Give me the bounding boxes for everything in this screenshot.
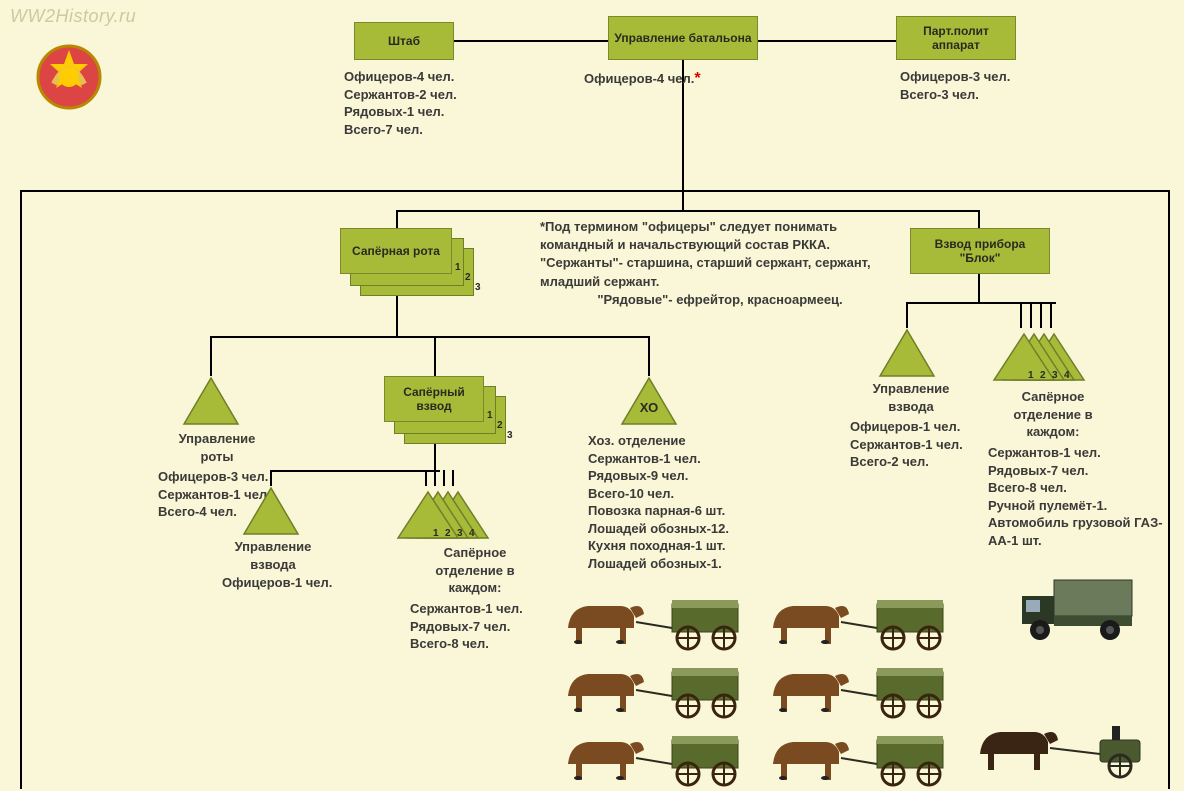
tri-sap-otd-label: Сапёрное отделение в каждом: [420,544,530,597]
node-hq-label: Штаб [388,34,420,48]
tri-uprav-vzvoda-text: Офицеров-1 чел. [222,574,332,592]
tri-uprav-vzvoda-blok-text: Офицеров-1 чел. Сержантов-1 чел. Всего-2… [850,418,963,471]
wagon-icon [560,726,750,791]
node-cmd: Управление батальона [608,16,758,60]
node-blok: Взвод прибора "Блок" [910,228,1050,274]
wagon-icon [560,658,750,723]
tri-sap-otd-blok-text: Сержантов-1 чел. Рядовых-7 чел. Всего-8 … [988,444,1184,549]
truck-icon [1010,572,1140,645]
node-polit-label: Парт.полит аппарат [901,24,1011,52]
node-sapper-rota-label: Сапёрная рота [352,244,440,258]
watermark: WW2History.ru [10,6,136,27]
wagon-icon [765,658,955,723]
wagon-icon [765,590,955,655]
node-polit: Парт.полит аппарат [896,16,1016,60]
wagon-icon [765,726,955,791]
tri-sap-otd-text: Сержантов-1 чел. Рядовых-7 чел. Всего-8 … [410,600,523,653]
node-cmd-label: Управление батальона [614,31,751,45]
node-sapper-rota: Сапёрная рота [340,228,452,274]
wagon-icon [560,590,750,655]
tri-uprav-roty [182,376,240,426]
tri-sap-otd-blok-label: Сапёрное отделение в каждом: [988,388,1118,441]
tri-xo-text: Хоз. отделение Сержантов-1 чел. Рядовых-… [588,432,729,572]
tri-uprav-vzvoda-blok [878,328,936,378]
tri-uprav-vzvoda [242,486,300,536]
hq-people: Офицеров-4 чел. Сержантов-2 чел. Рядовых… [344,68,457,138]
cmd-people: Офицеров-4 чел.* [584,68,701,90]
tri-uprav-vzvoda-label: Управление взвода [218,538,328,573]
polit-people: Офицеров-3 чел. Всего-3 чел. [900,68,1010,103]
tri-uprav-roty-label: Управление роты [172,430,262,465]
node-blok-label: Взвод прибора "Блок" [915,237,1045,265]
kitchen-icon [970,714,1160,783]
node-sapper-vzvod: Сапёрный взвод [384,376,484,422]
node-sapper-vzvod-label: Сапёрный взвод [389,385,479,413]
note: *Под термином "офицеры" следует понимать… [540,218,900,309]
node-hq: Штаб [354,22,454,60]
tri-uprav-vzvoda-blok-label: Управление взвода [856,380,966,415]
tri-xo: ХО [620,376,678,426]
ussr-emblem-icon [36,44,102,113]
svg-text:ХО: ХО [640,400,658,415]
